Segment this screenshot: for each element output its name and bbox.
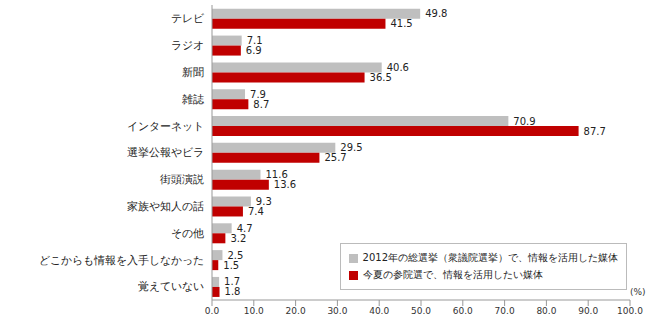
svg-text:2.5: 2.5: [227, 249, 244, 261]
svg-text:新聞: 新聞: [182, 66, 204, 79]
svg-text:49.8: 49.8: [425, 8, 447, 19]
svg-text:60.0: 60.0: [453, 306, 473, 316]
svg-text:0.0: 0.0: [205, 306, 220, 316]
svg-text:36.5: 36.5: [370, 72, 392, 83]
svg-text:10.0: 10.0: [244, 306, 264, 316]
svg-text:覚えていない: 覚えていない: [138, 280, 204, 293]
svg-text:41.5: 41.5: [390, 18, 412, 29]
svg-text:1.5: 1.5: [223, 260, 239, 271]
svg-text:ラジオ: ラジオ: [171, 39, 204, 52]
svg-text:雑誌: 雑誌: [182, 93, 204, 106]
svg-text:80.0: 80.0: [536, 306, 556, 316]
svg-text:50.0: 50.0: [411, 306, 431, 316]
svg-text:6.9: 6.9: [246, 45, 262, 56]
svg-text:100.0: 100.0: [617, 306, 643, 316]
svg-text:7.1: 7.1: [246, 35, 263, 47]
svg-text:9.3: 9.3: [255, 196, 272, 207]
svg-text:30.0: 30.0: [327, 306, 347, 316]
html-text:2012年の総選挙（衆議院選挙）で、情報を活用した媒体: 2012年の総選挙（衆議院選挙）で、情報を活用した媒体: [362, 252, 618, 263]
svg-text:7.4: 7.4: [248, 206, 264, 217]
svg-text:インターネット: インターネット: [127, 120, 204, 133]
svg-text:8.7: 8.7: [253, 99, 269, 110]
svg-text:テレビ: テレビ: [171, 12, 205, 25]
svg-text:20.0: 20.0: [286, 306, 306, 316]
svg-text:家族や知人の話: 家族や知人の話: [127, 200, 204, 213]
svg-text:選挙公報やビラ: 選挙公報やビラ: [127, 146, 204, 159]
svg-text:87.7: 87.7: [584, 126, 606, 137]
svg-text:70.9: 70.9: [513, 116, 535, 127]
svg-text:29.5: 29.5: [340, 142, 363, 154]
svg-text:1.7: 1.7: [224, 276, 240, 288]
svg-text:40.6: 40.6: [386, 61, 409, 73]
svg-text:25.7: 25.7: [324, 152, 346, 163]
svg-text:どこからも情報を入手しなかった: どこからも情報を入手しなかった: [39, 254, 204, 267]
svg-text:7.9: 7.9: [250, 88, 266, 100]
svg-text:11.6: 11.6: [265, 169, 288, 181]
svg-text:1.8: 1.8: [225, 286, 241, 297]
svg-text:街頭演説: 街頭演説: [160, 173, 204, 186]
svg-text:40.0: 40.0: [369, 306, 389, 316]
svg-text:その他: その他: [171, 227, 204, 240]
svg-text:90.0: 90.0: [578, 306, 598, 316]
svg-text:70.0: 70.0: [495, 306, 515, 316]
svg-text:4.7: 4.7: [236, 222, 253, 234]
svg-text:13.6: 13.6: [274, 179, 296, 190]
svg-text:3.2: 3.2: [230, 233, 246, 244]
html-text:今夏の参院選で、情報を活用したい媒体: 今夏の参院選で、情報を活用したい媒体: [362, 269, 543, 280]
